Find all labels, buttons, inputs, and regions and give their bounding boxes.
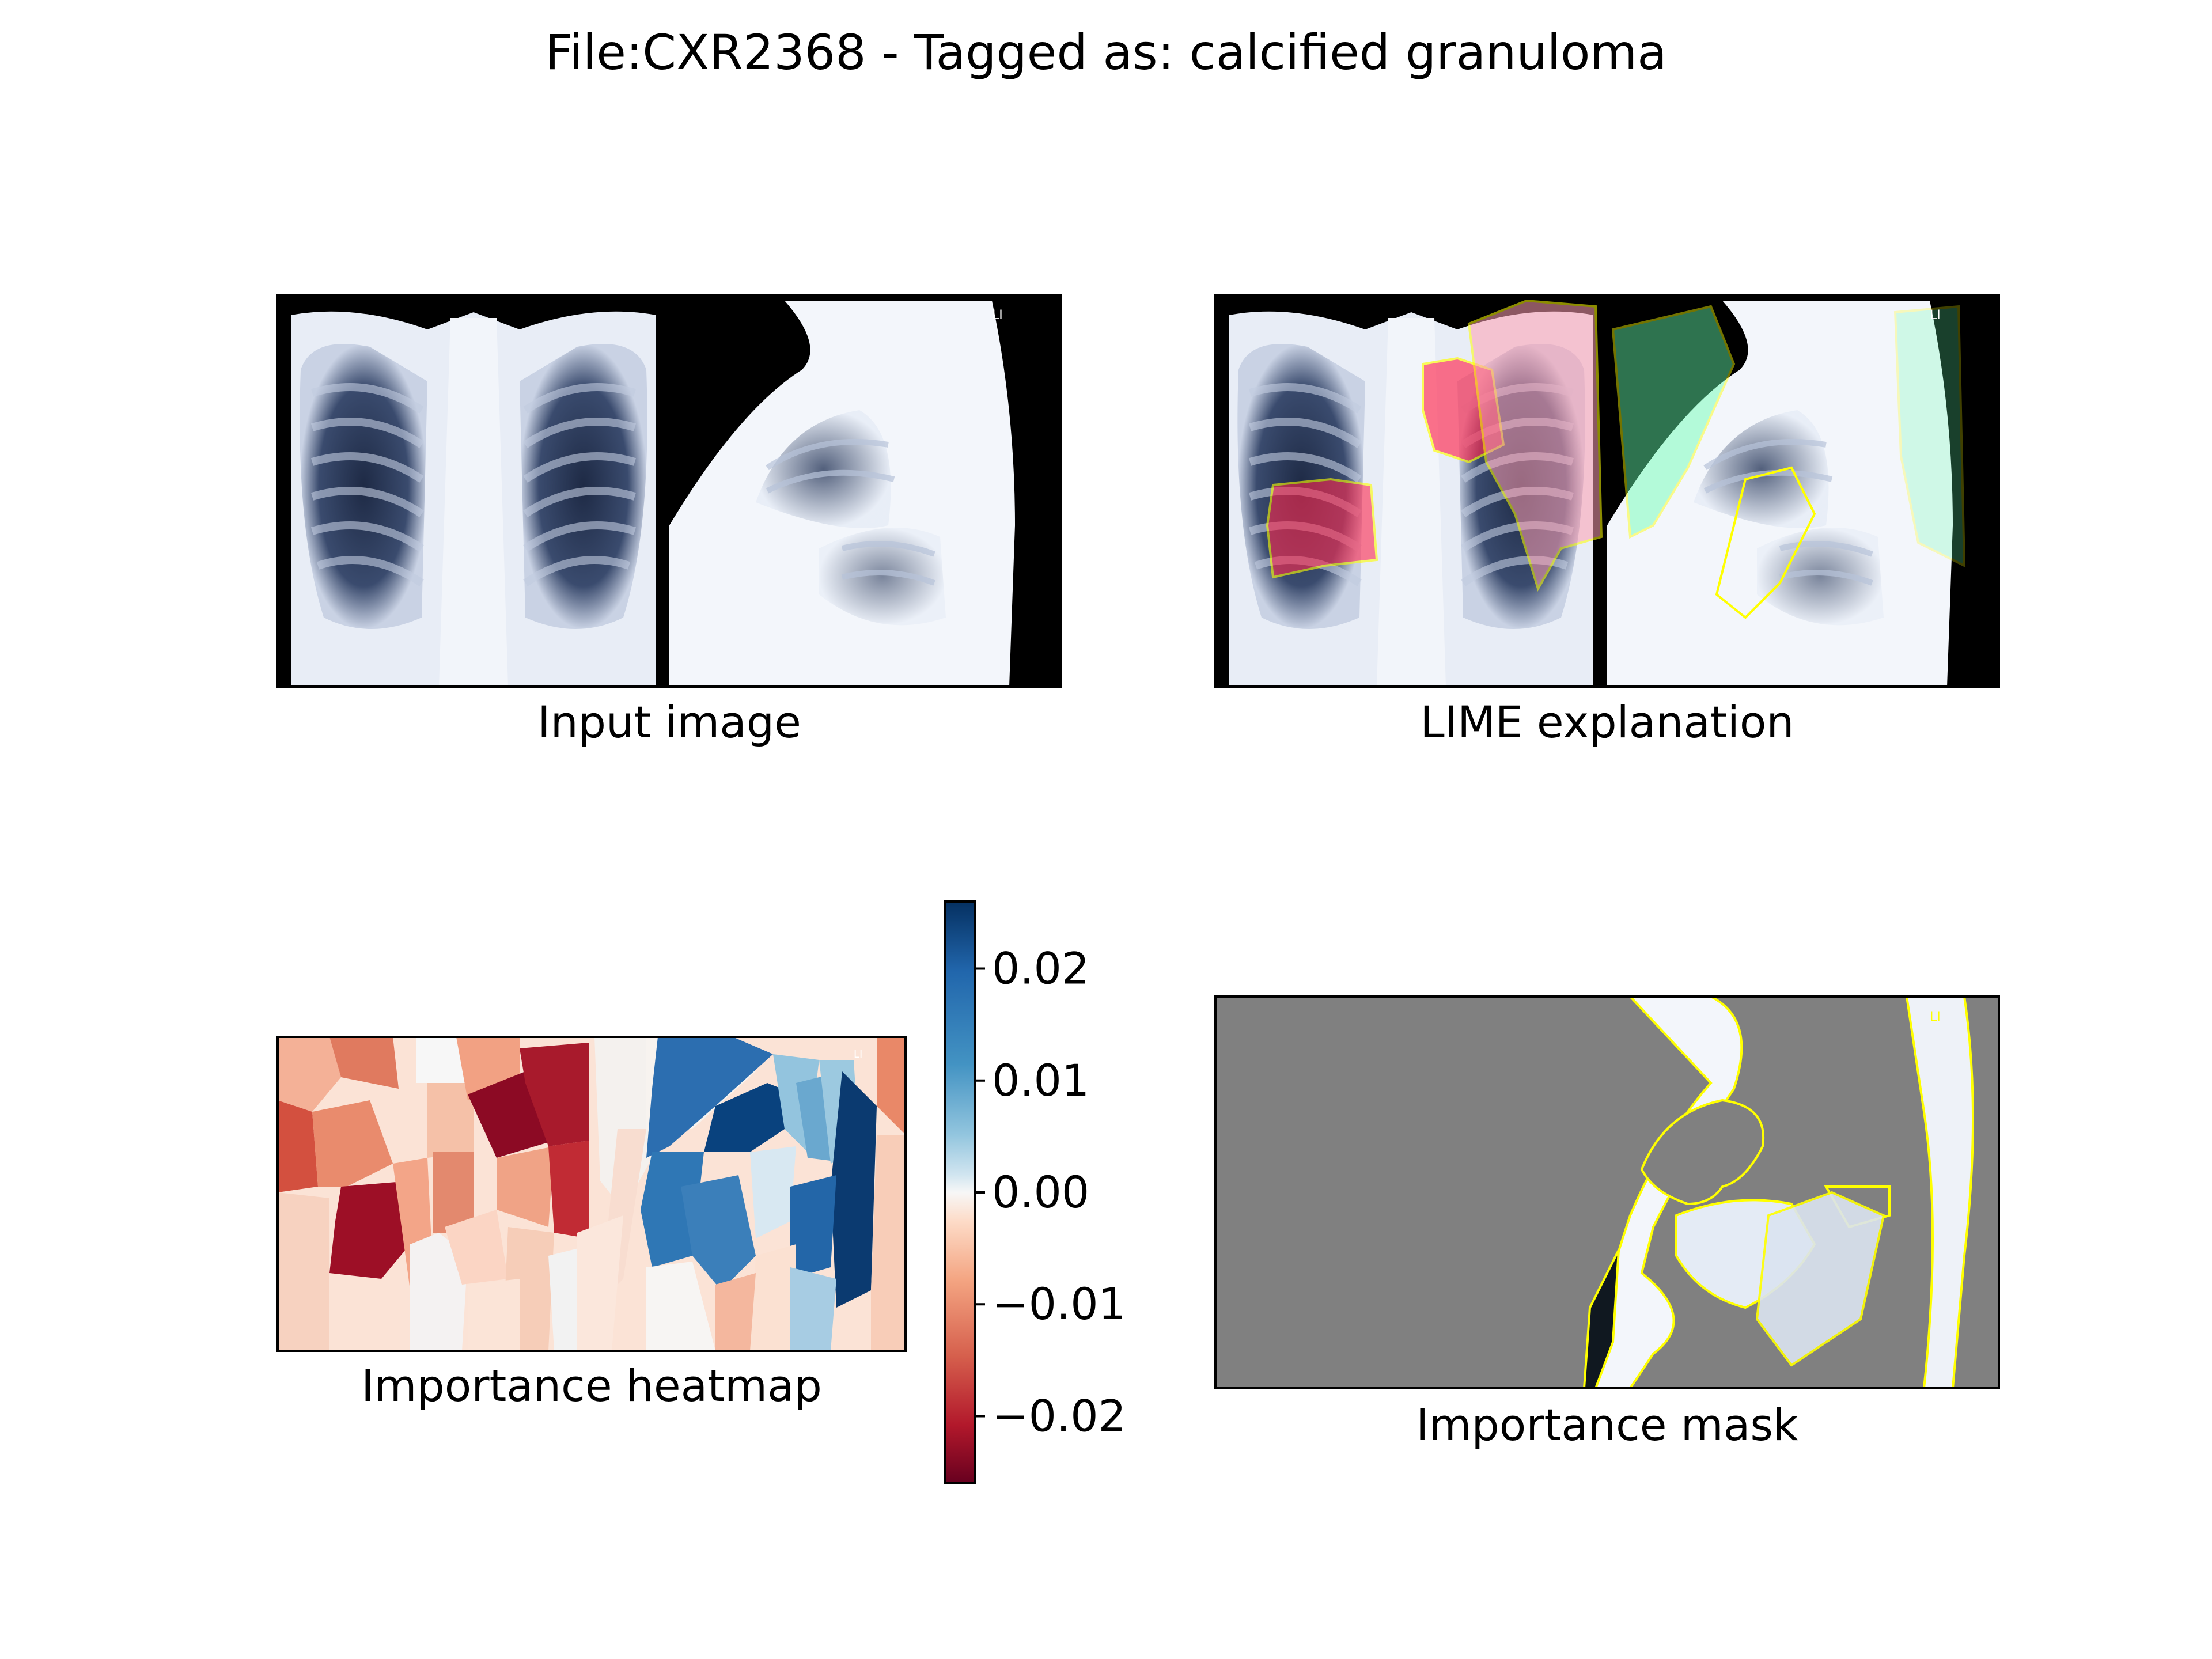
- importance-mask-panel: LI Importance mask: [1214, 995, 2000, 1450]
- input-xray-image: LI: [278, 295, 1061, 687]
- lime-positive-region-left: [1266, 478, 1378, 579]
- lime-explanation-panel: LI LIME explanation: [1214, 294, 2000, 748]
- heatmap-overlay-label: LI: [854, 1048, 862, 1060]
- lime-negative-region: [1611, 305, 1736, 539]
- heatmap-frame: [276, 1036, 907, 1352]
- colorbar-gradient: [944, 900, 976, 1484]
- input-image-caption: Input image: [537, 696, 801, 748]
- input-image-frame: [276, 294, 1062, 688]
- lime-positive-region-shoulder: [1467, 299, 1603, 592]
- lime-boundary-right: [1893, 305, 1966, 568]
- colorbar-tick-label: 0.02: [992, 943, 1089, 994]
- colorbar-tick-label: −0.02: [992, 1390, 1126, 1441]
- importance-mask-image: LI: [1215, 997, 1999, 1388]
- colorbar: 0.02 0.01 0.00 −0.01 −0.02: [944, 900, 1126, 1484]
- lime-explanation-caption: LIME explanation: [1420, 696, 1794, 748]
- colorbar-tick-label: 0.00: [992, 1166, 1089, 1218]
- importance-heatmap-caption: Importance heatmap: [361, 1360, 822, 1411]
- colorbar-tick-label: −0.01: [992, 1278, 1126, 1330]
- mask-overlay-label: LI: [1930, 1010, 1941, 1024]
- colorbar-tick-label: 0.01: [992, 1055, 1089, 1106]
- figure-title: File:CXR2368 - Tagged as: calcified gran…: [545, 24, 1666, 81]
- input-overlay-label: LI: [992, 308, 1003, 323]
- lime-overlay-label: LI: [1930, 308, 1941, 323]
- importance-heatmap-image: LI: [278, 1037, 906, 1351]
- lime-xray-image: LI: [1215, 295, 1999, 687]
- mask-frame: [1214, 995, 2000, 1389]
- lime-boundary-center: [1715, 466, 1816, 619]
- importance-mask-caption: Importance mask: [1416, 1399, 1798, 1450]
- lime-image-frame: [1214, 294, 2000, 688]
- input-image-panel: LI Input image: [276, 294, 1062, 748]
- importance-heatmap-panel: LI Importance heatmap: [276, 1036, 907, 1411]
- colorbar-ticks: 0.02 0.01 0.00 −0.01 −0.02: [975, 943, 1126, 1441]
